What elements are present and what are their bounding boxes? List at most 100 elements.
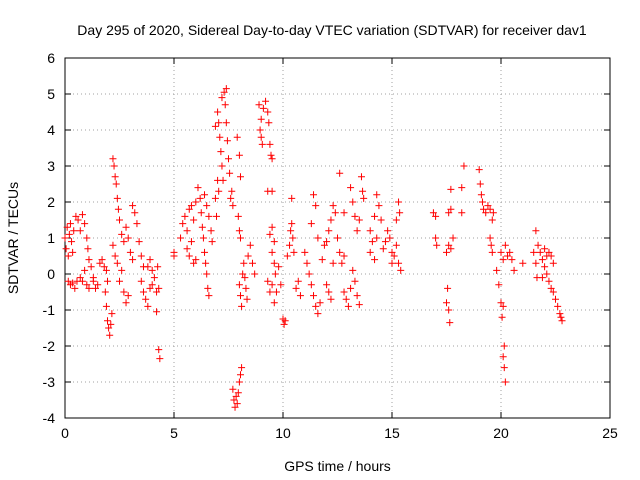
data-point: [275, 263, 283, 271]
data-point: [323, 281, 331, 289]
data-point: [120, 288, 128, 296]
data-point: [432, 212, 440, 220]
y-tick-label: 6: [47, 50, 55, 66]
data-point: [223, 137, 231, 145]
data-point: [484, 202, 492, 210]
data-point: [488, 248, 496, 256]
data-point: [501, 378, 509, 386]
data-point: [508, 256, 516, 264]
data-point: [142, 295, 150, 303]
data-point: [316, 299, 324, 307]
data-point: [283, 252, 291, 260]
data-point: [371, 256, 379, 264]
data-point: [344, 302, 352, 310]
x-axis-label: GPS time / hours: [284, 458, 391, 474]
data-point: [478, 198, 486, 206]
data-point: [105, 324, 113, 332]
data-point: [377, 216, 385, 224]
data-point: [225, 155, 232, 163]
data-point: [495, 281, 503, 289]
data-point: [153, 308, 161, 316]
data-point: [242, 284, 250, 292]
data-point: [323, 238, 331, 246]
data-point: [109, 155, 117, 163]
data-point: [534, 241, 542, 249]
data-point: [156, 355, 164, 363]
data-point: [307, 281, 315, 289]
data-point: [192, 198, 200, 206]
data-point: [347, 184, 355, 192]
data-point: [148, 281, 156, 289]
y-axis-label: SDTVAR / TECUs: [5, 182, 21, 294]
data-point: [447, 205, 455, 213]
data-point: [301, 248, 309, 256]
data-point: [355, 216, 363, 224]
data-point: [236, 173, 244, 181]
data-point: [185, 205, 193, 213]
data-point: [241, 274, 249, 282]
data-point: [477, 191, 485, 199]
data-point: [113, 194, 121, 202]
data-point: [355, 301, 363, 309]
data-point: [129, 202, 137, 210]
data-point: [329, 202, 337, 210]
data-point: [231, 403, 239, 411]
data-point: [155, 284, 163, 292]
data-point: [155, 346, 163, 354]
data-point: [497, 248, 505, 256]
data-point: [190, 216, 198, 224]
data-point: [443, 299, 450, 307]
data-point: [62, 245, 70, 253]
data-point: [445, 209, 453, 217]
data-point: [307, 220, 315, 228]
data-point: [236, 371, 244, 379]
y-tick-label: 3: [47, 158, 55, 174]
data-point: [170, 252, 178, 260]
data-point: [547, 284, 555, 292]
data-point: [92, 284, 100, 292]
data-point: [240, 259, 248, 267]
data-point: [216, 133, 224, 141]
data-point: [64, 277, 72, 285]
data-point: [294, 277, 302, 285]
data-point: [336, 169, 344, 177]
data-point: [98, 256, 106, 264]
data-point: [325, 288, 333, 296]
data-point: [78, 211, 86, 219]
data-point: [218, 162, 226, 170]
data-point: [519, 259, 527, 267]
data-point: [251, 270, 259, 278]
data-point: [203, 270, 211, 278]
data-point: [549, 259, 557, 267]
data-point: [327, 295, 335, 303]
data-point: [340, 288, 348, 296]
data-point: [69, 248, 77, 256]
data-point: [266, 288, 274, 296]
data-point: [432, 234, 440, 242]
data-point: [122, 299, 130, 307]
data-point: [230, 396, 238, 404]
data-point: [259, 104, 267, 112]
data-point: [144, 263, 152, 271]
data-point: [487, 241, 495, 249]
data-point: [312, 302, 320, 310]
data-point: [267, 151, 275, 159]
data-point: [70, 227, 78, 235]
data-point: [396, 209, 404, 217]
data-point: [351, 277, 359, 285]
data-point: [268, 223, 276, 231]
data-point: [211, 122, 219, 130]
data-point: [338, 259, 346, 267]
data-point: [289, 234, 297, 242]
data-point: [258, 140, 266, 148]
data-point: [208, 238, 216, 246]
data-point: [498, 313, 506, 321]
data-point: [201, 248, 209, 256]
data-point: [545, 248, 553, 256]
data-point: [71, 284, 79, 292]
data-point: [538, 256, 546, 264]
data-point: [476, 180, 484, 188]
data-point: [234, 389, 242, 397]
data-point: [190, 259, 198, 267]
